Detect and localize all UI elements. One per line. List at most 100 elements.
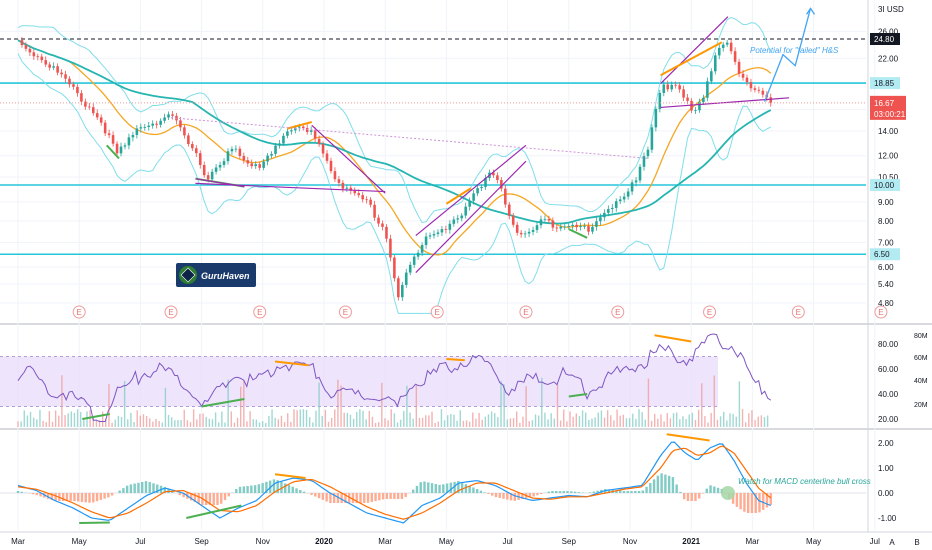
log-scale-button[interactable]: A: [883, 535, 901, 549]
volume-bar: [544, 412, 546, 427]
earnings-marker[interactable]: E: [519, 305, 533, 319]
candle-body: [543, 219, 547, 220]
candle: [111, 131, 115, 147]
earnings-marker-circle[interactable]: [430, 305, 444, 319]
earnings-marker-circle[interactable]: [164, 305, 178, 319]
candle: [543, 215, 547, 222]
earnings-marker[interactable]: E: [338, 305, 352, 319]
candle: [504, 184, 507, 208]
earnings-marker[interactable]: E: [611, 305, 625, 319]
candle-body: [408, 264, 412, 273]
candle: [377, 214, 380, 227]
volume-bar: [412, 418, 414, 427]
candle: [634, 177, 638, 187]
volume-bar: [227, 379, 229, 427]
volume-bar: [575, 413, 577, 427]
volume-bar: [754, 419, 756, 427]
macd-histogram-bar: [378, 493, 381, 501]
macd-histogram-bar: [363, 493, 366, 503]
macd-histogram-bar: [419, 482, 422, 493]
macd-histogram-bar: [652, 479, 656, 493]
candle: [559, 223, 563, 232]
volume-bar: [434, 422, 436, 427]
earnings-marker[interactable]: E: [253, 305, 267, 319]
earnings-marker-circle[interactable]: [338, 305, 352, 319]
candle-body: [706, 81, 709, 98]
candle-body: [717, 47, 721, 56]
candle: [757, 86, 761, 94]
macd-histogram-bar: [152, 483, 155, 493]
candle-body: [587, 226, 590, 232]
volume-bar: [644, 419, 646, 427]
earnings-marker-label: E: [615, 308, 620, 317]
earnings-marker[interactable]: E: [703, 305, 717, 319]
candle: [551, 217, 555, 231]
candle: [412, 254, 416, 268]
volume-bar: [327, 421, 330, 427]
candle-body: [456, 218, 460, 220]
candle: [401, 281, 404, 301]
earnings-marker[interactable]: E: [164, 305, 178, 319]
candle-body: [266, 155, 269, 162]
candle-body: [361, 195, 364, 200]
earnings-marker-circle[interactable]: [519, 305, 533, 319]
candle: [706, 77, 709, 102]
volume-bar: [296, 410, 298, 427]
candle-body: [325, 153, 329, 161]
time-axis-tick: May: [439, 537, 454, 546]
volume-bar: [368, 410, 370, 427]
candle: [40, 53, 44, 64]
candle-body: [290, 130, 293, 132]
volume-bar: [230, 411, 232, 427]
volume-bar: [559, 420, 562, 427]
volume-bar: [459, 410, 461, 427]
earnings-marker-circle[interactable]: [791, 305, 805, 319]
candle-body: [254, 164, 258, 167]
candle-body: [412, 256, 416, 265]
candle: [183, 124, 186, 139]
button-bg[interactable]: [883, 535, 901, 549]
button-bg[interactable]: [908, 535, 926, 549]
time-axis-tick: Jul: [502, 537, 512, 546]
earnings-marker-label: E: [168, 308, 173, 317]
candle-body: [76, 86, 79, 94]
earnings-marker[interactable]: E: [791, 305, 805, 319]
earnings-marker[interactable]: E: [430, 305, 444, 319]
earnings-marker-circle[interactable]: [253, 305, 267, 319]
macd-histogram-bar: [110, 493, 114, 496]
candle-body: [317, 138, 321, 145]
earnings-marker[interactable]: E: [874, 305, 888, 319]
candle-body: [103, 122, 107, 134]
candle: [56, 63, 59, 76]
earnings-marker-circle[interactable]: [703, 305, 717, 319]
macd-histogram-bar: [566, 491, 569, 493]
earnings-marker-circle[interactable]: [72, 305, 86, 319]
volume-bar: [255, 419, 258, 427]
macd-histogram-bar: [491, 493, 494, 496]
volume-bar: [26, 415, 29, 427]
candle: [527, 228, 531, 238]
earnings-marker[interactable]: E: [72, 305, 86, 319]
trendline-green: [106, 144, 120, 160]
volume-bar: [462, 420, 465, 427]
volume-bar: [145, 416, 148, 427]
candle-body: [282, 135, 285, 144]
volume-bar: [525, 386, 527, 427]
candle: [198, 150, 202, 169]
candle-body: [603, 212, 606, 218]
candle: [167, 111, 170, 121]
candle-body: [702, 97, 705, 102]
auto-scale-button[interactable]: B: [908, 535, 926, 549]
candle: [139, 123, 143, 133]
volume-bar: [381, 382, 383, 427]
candle-body: [710, 71, 713, 82]
macd-axis-tick: -1.00: [878, 514, 897, 523]
trendline-purple: [195, 182, 386, 193]
volume-bar: [20, 421, 22, 427]
earnings-marker-label: E: [77, 308, 82, 317]
macd-histogram-bar: [299, 490, 302, 493]
earnings-marker-circle[interactable]: [874, 305, 888, 319]
earnings-marker-circle[interactable]: [611, 305, 625, 319]
volume-bar: [127, 419, 129, 427]
